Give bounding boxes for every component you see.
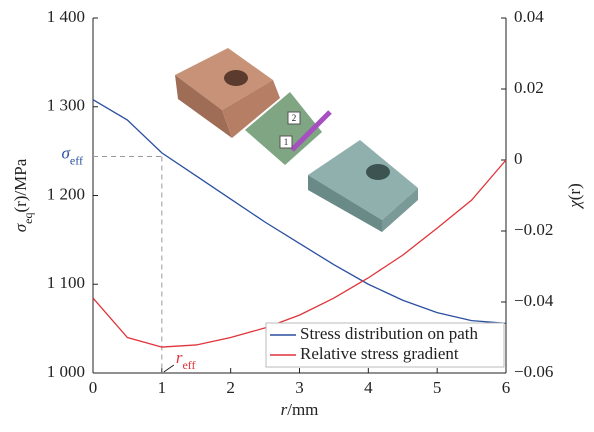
y-tick-label: 1 100: [47, 273, 85, 292]
y-tick-label: 1 300: [47, 96, 85, 115]
x-tick-label: 2: [226, 378, 235, 397]
x-axis-label: r/mm: [281, 400, 319, 419]
y2-tick-label: 0.02: [514, 78, 544, 97]
x-tick-label: 3: [295, 378, 304, 397]
y2-tick-label: −0.02: [514, 220, 553, 239]
specimen-image: 1 2: [175, 48, 418, 232]
x-tick-label: 4: [364, 378, 373, 397]
sigma-eff-label: σeff: [62, 143, 84, 167]
series-line: [92, 99, 507, 324]
series-line: [92, 159, 507, 348]
grip-bottom: [308, 140, 418, 220]
y2-axis-label: χ(r): [565, 183, 584, 209]
gauge: [245, 92, 322, 165]
y2-tick-label: −0.06: [514, 362, 553, 381]
grip-top: [175, 48, 273, 110]
legend-label: Relative stress gradient: [300, 344, 459, 363]
grip-bottom-side: [308, 175, 382, 232]
label-unit: /mm: [287, 400, 318, 419]
x-tick-label: 0: [89, 378, 98, 397]
label-box: [279, 135, 293, 149]
label-sub: eq: [21, 213, 35, 224]
label-sub: eff: [182, 358, 195, 372]
y2-tick-label: 0.04: [514, 7, 544, 26]
label-rest: (r): [565, 183, 584, 200]
r-eff-label: reff: [176, 348, 196, 372]
hole: [366, 164, 390, 180]
y2-tick-label: 0: [514, 149, 523, 168]
legend-label: Stress distribution on path: [300, 324, 479, 343]
label-box: [287, 111, 301, 125]
r-eff-arrow: [163, 364, 175, 373]
y-tick-label: 1 200: [47, 184, 85, 203]
arrow: [290, 110, 332, 152]
grip-bottom-front: [382, 188, 418, 232]
x-tick-label: 6: [502, 378, 511, 397]
y-tick-label: 1 000: [47, 362, 85, 381]
label-rest: (r)/MPa: [11, 158, 30, 212]
label-symbol: σ: [11, 223, 30, 232]
y-tick-label: 1 400: [47, 7, 85, 26]
label-sub: eff: [70, 153, 83, 167]
label-symbol: r: [281, 400, 288, 419]
label-symbol: σ: [62, 143, 71, 162]
label-symbol: r: [176, 348, 183, 367]
label-symbol: χ: [565, 200, 584, 210]
y2-tick-label: −0.04: [514, 291, 554, 310]
y-axis-label: σeq(r)/MPa: [11, 158, 35, 232]
legend-box: [265, 322, 505, 368]
grip-top-front: [222, 80, 280, 138]
image-label: 1: [284, 137, 289, 147]
image-label: 2: [292, 113, 297, 123]
hole: [224, 70, 248, 86]
x-tick-label: 5: [433, 378, 442, 397]
x-tick-label: 1: [158, 378, 167, 397]
grip-top-side: [175, 75, 232, 138]
